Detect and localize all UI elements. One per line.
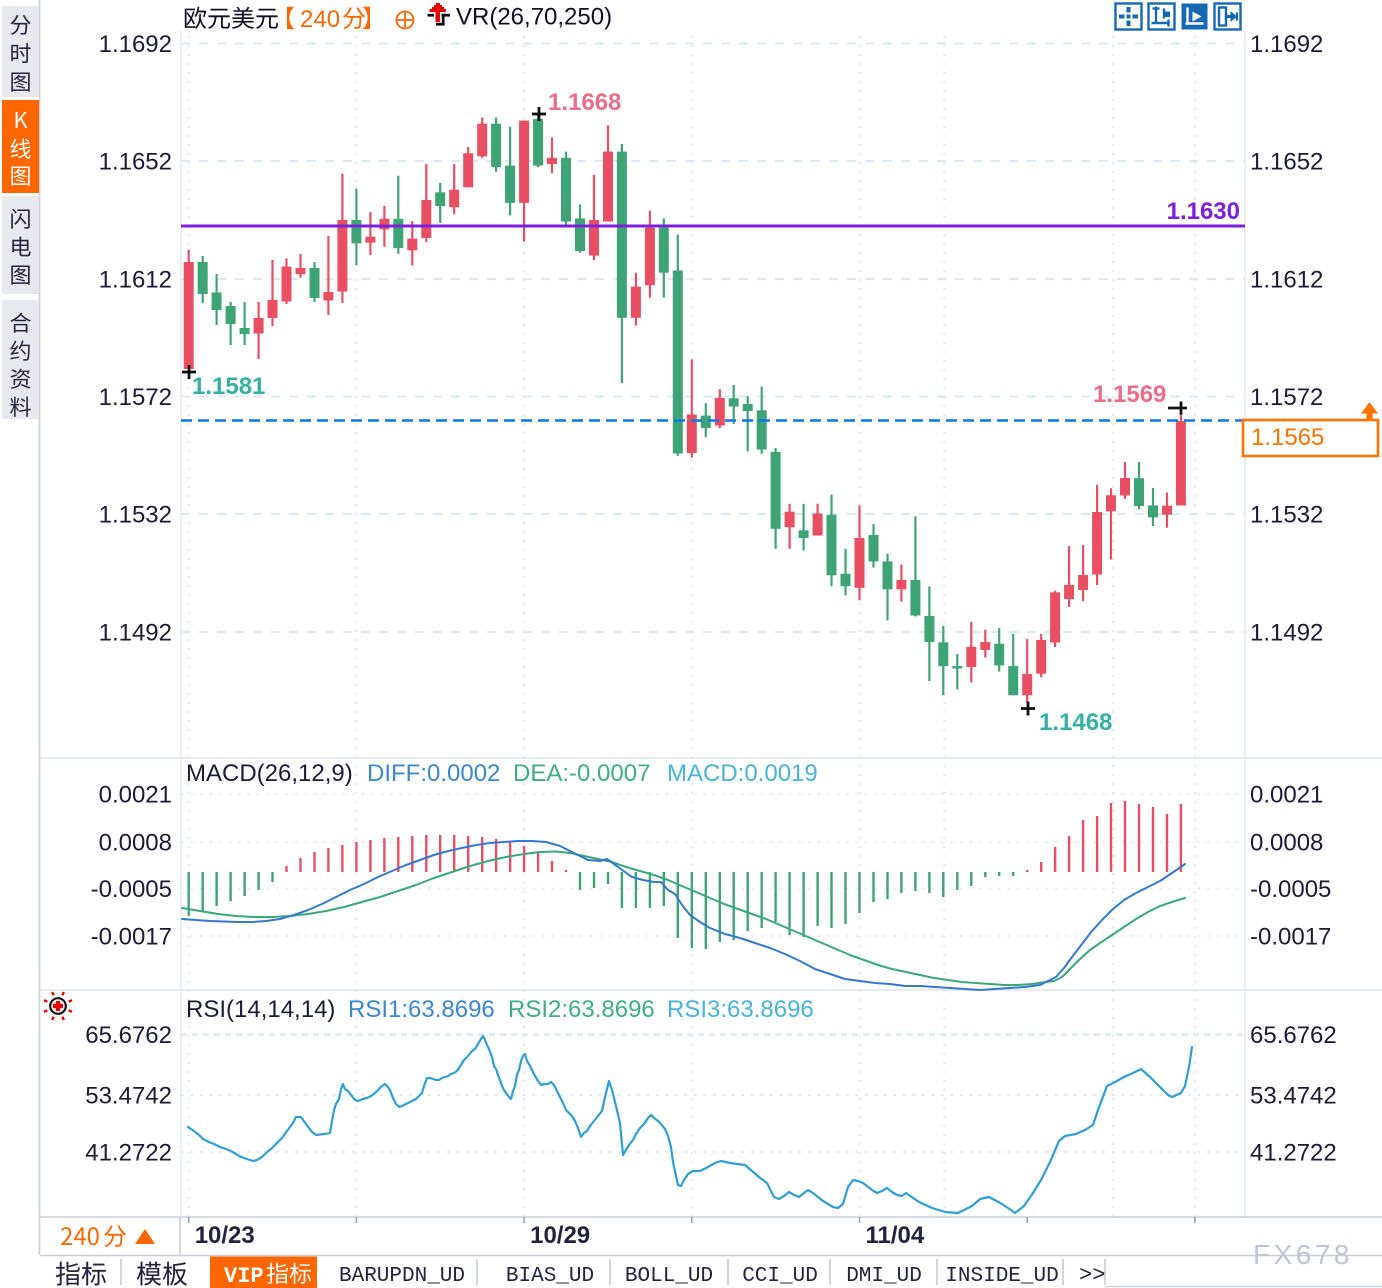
svg-text:53.4742: 53.4742: [85, 1083, 172, 1110]
svg-text:FX678: FX678: [1253, 1239, 1353, 1270]
svg-text:1.1468: 1.1468: [1039, 709, 1112, 736]
svg-text:RSI(14,14,14): RSI(14,14,14): [186, 996, 335, 1023]
svg-text:65.6762: 65.6762: [85, 1022, 172, 1049]
svg-text:1.1692: 1.1692: [99, 31, 172, 58]
svg-text:0.0021: 0.0021: [1250, 782, 1323, 809]
svg-text:240: 240: [300, 6, 340, 33]
svg-text:0.0021: 0.0021: [99, 782, 172, 809]
svg-text:DMI_UD: DMI_UD: [846, 1265, 922, 1288]
svg-text:MACD(26,12,9): MACD(26,12,9): [186, 760, 353, 787]
svg-text:10/29: 10/29: [530, 1222, 590, 1249]
svg-text:1.1532: 1.1532: [99, 502, 172, 529]
svg-text:DIFF:0.0002: DIFF:0.0002: [367, 760, 500, 787]
svg-text:-0.0005: -0.0005: [91, 876, 172, 903]
svg-text:BIAS_UD: BIAS_UD: [506, 1265, 594, 1288]
svg-text:RSI3:63.8696: RSI3:63.8696: [667, 996, 814, 1023]
svg-text:65.6762: 65.6762: [1250, 1022, 1337, 1049]
svg-text:1.1569: 1.1569: [1093, 381, 1166, 408]
svg-text:11/04: 11/04: [866, 1222, 925, 1249]
svg-text:RSI1:63.8696: RSI1:63.8696: [348, 996, 495, 1023]
svg-text:1.1692: 1.1692: [1250, 31, 1323, 58]
svg-text:BARUPDN_UD: BARUPDN_UD: [339, 1265, 465, 1288]
svg-text:1.1668: 1.1668: [548, 89, 621, 116]
svg-text:1.1572: 1.1572: [1250, 384, 1323, 411]
svg-text:1.1565: 1.1565: [1251, 424, 1324, 451]
svg-text:-0.0017: -0.0017: [91, 924, 172, 951]
svg-text:0.0008: 0.0008: [99, 830, 172, 857]
svg-text:-0.0017: -0.0017: [1250, 924, 1331, 951]
svg-text:41.2722: 41.2722: [1250, 1140, 1337, 1167]
svg-text:1.1630: 1.1630: [1167, 198, 1240, 225]
svg-text:53.4742: 53.4742: [1250, 1083, 1337, 1110]
svg-text:VR(26,70,250): VR(26,70,250): [456, 4, 612, 31]
svg-text:1.1532: 1.1532: [1250, 502, 1323, 529]
svg-text:1.1612: 1.1612: [1250, 267, 1323, 294]
svg-text:1.1652: 1.1652: [1250, 149, 1323, 176]
svg-text:CCI_UD: CCI_UD: [742, 1265, 818, 1288]
svg-text:1.1581: 1.1581: [192, 373, 265, 400]
svg-text:DEA:-0.0007: DEA:-0.0007: [513, 760, 650, 787]
svg-text:BOLL_UD: BOLL_UD: [625, 1265, 713, 1288]
svg-text:1.1572: 1.1572: [99, 384, 172, 411]
svg-text:41.2722: 41.2722: [85, 1140, 172, 1167]
svg-text:-0.0005: -0.0005: [1250, 876, 1331, 903]
svg-text:INSIDE_UD: INSIDE_UD: [945, 1265, 1058, 1288]
svg-text:10/23: 10/23: [195, 1222, 255, 1249]
svg-text:0.0008: 0.0008: [1250, 830, 1323, 857]
svg-text:1.1492: 1.1492: [1250, 620, 1323, 647]
svg-text:MACD:0.0019: MACD:0.0019: [667, 760, 818, 787]
svg-text:1.1612: 1.1612: [99, 267, 172, 294]
svg-text:>>: >>: [1079, 1263, 1105, 1288]
svg-text:RSI2:63.8696: RSI2:63.8696: [508, 996, 655, 1023]
svg-text:VIP: VIP: [224, 1264, 264, 1288]
svg-text:1.1492: 1.1492: [99, 620, 172, 647]
svg-text:1.1652: 1.1652: [99, 149, 172, 176]
